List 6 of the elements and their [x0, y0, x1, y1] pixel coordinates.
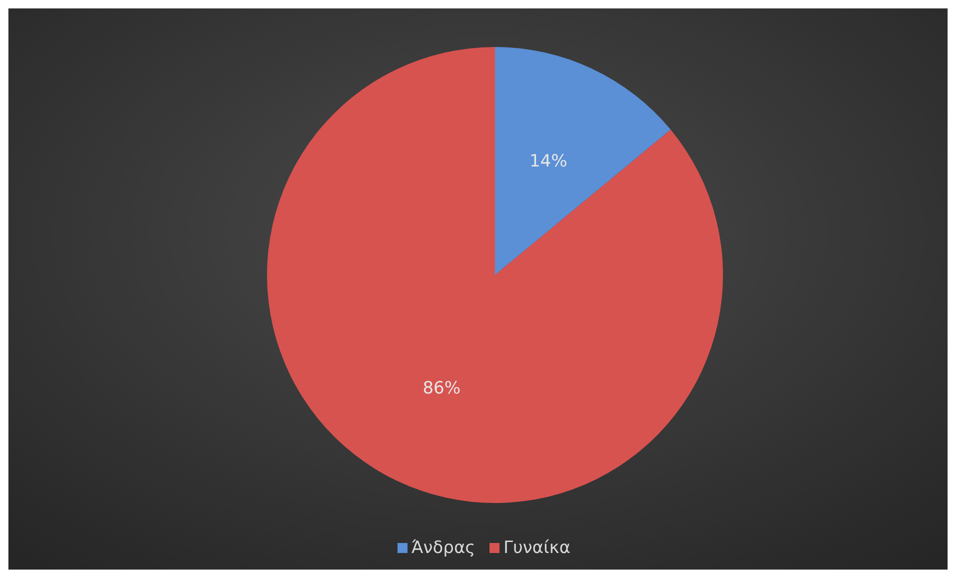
- pie-slice: [267, 47, 723, 503]
- data-label: 86%: [422, 378, 461, 398]
- legend-label: Άνδρας: [412, 538, 476, 558]
- data-label: 14%: [529, 152, 568, 172]
- legend-label: Γυναίκα: [504, 538, 570, 558]
- pie-slice: [495, 47, 671, 275]
